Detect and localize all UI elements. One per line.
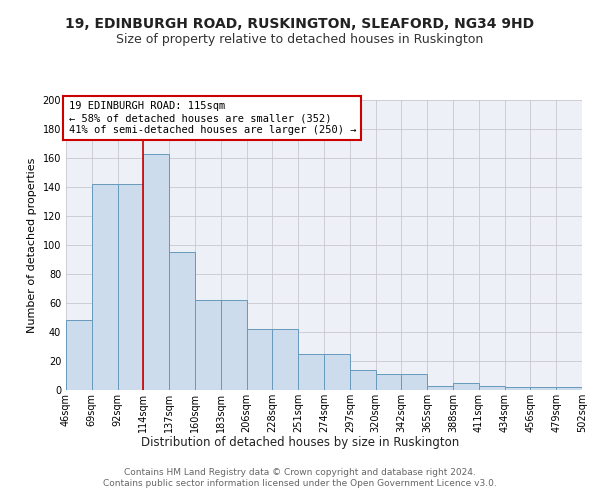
- Bar: [505, 387, 530, 390]
- Bar: [556, 387, 582, 390]
- Bar: [195, 300, 221, 390]
- Text: 19, EDINBURGH ROAD, RUSKINGTON, SLEAFORD, NG34 9HD: 19, EDINBURGH ROAD, RUSKINGTON, SLEAFORD…: [65, 18, 535, 32]
- Bar: [143, 154, 169, 390]
- Text: 19 EDINBURGH ROAD: 115sqm
← 58% of detached houses are smaller (352)
41% of semi: 19 EDINBURGH ROAD: 115sqm ← 58% of detac…: [68, 102, 356, 134]
- Bar: [324, 354, 350, 390]
- Bar: [66, 320, 92, 390]
- Bar: [221, 300, 247, 390]
- Bar: [169, 252, 195, 390]
- Text: Contains HM Land Registry data © Crown copyright and database right 2024.
Contai: Contains HM Land Registry data © Crown c…: [103, 468, 497, 487]
- Bar: [427, 386, 453, 390]
- Bar: [479, 386, 505, 390]
- Text: Distribution of detached houses by size in Ruskington: Distribution of detached houses by size …: [141, 436, 459, 449]
- Bar: [118, 184, 143, 390]
- Bar: [350, 370, 376, 390]
- Bar: [530, 387, 556, 390]
- Bar: [453, 383, 479, 390]
- Bar: [247, 329, 272, 390]
- Y-axis label: Number of detached properties: Number of detached properties: [27, 158, 37, 332]
- Bar: [92, 184, 118, 390]
- Bar: [272, 329, 298, 390]
- Bar: [401, 374, 427, 390]
- Bar: [376, 374, 401, 390]
- Bar: [298, 354, 324, 390]
- Text: Size of property relative to detached houses in Ruskington: Size of property relative to detached ho…: [116, 32, 484, 46]
